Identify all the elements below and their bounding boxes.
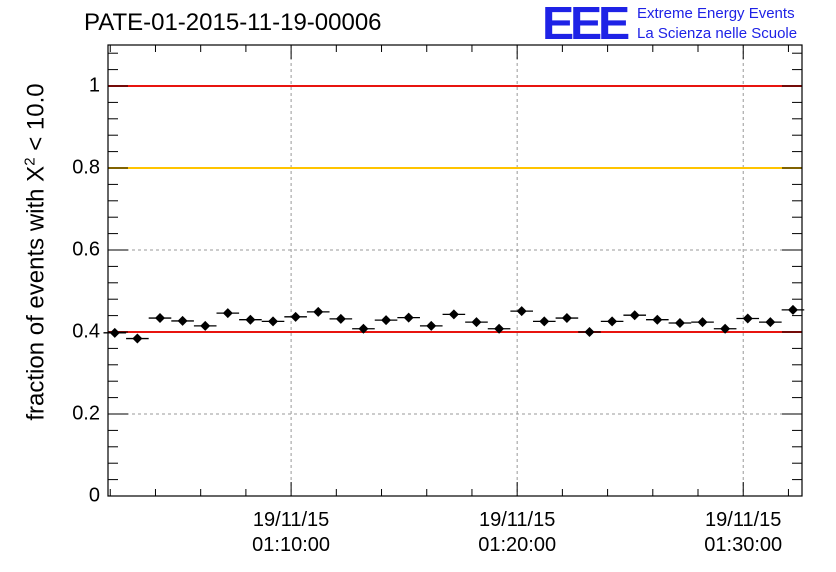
x-tick-label-time: 01:30:00	[704, 534, 783, 556]
point-marker	[448, 309, 459, 320]
data-point	[510, 306, 533, 317]
grid-lines	[108, 45, 802, 496]
x-tick-label: 19/11/15 01:10:00	[252, 508, 330, 558]
point-marker	[742, 313, 753, 324]
point-marker	[584, 327, 595, 337]
x-tick-label-date: 19/11/15	[478, 509, 556, 531]
point-marker	[697, 317, 708, 328]
data-point	[126, 333, 149, 344]
logo-line-2: La Scienza nelle Scuole	[637, 25, 798, 42]
data-point	[600, 316, 624, 327]
point-marker	[674, 317, 685, 328]
point-marker	[268, 316, 279, 327]
data-point	[103, 327, 127, 338]
point-marker	[358, 323, 369, 334]
point-marker	[132, 333, 143, 344]
point-marker	[607, 316, 618, 327]
data-point	[397, 312, 420, 323]
eee-logo-mark: EEE	[542, 0, 630, 49]
x-tick-label-time: 01:20:00	[478, 534, 557, 556]
data-point	[193, 320, 217, 331]
data-point	[306, 306, 330, 317]
y-tick-label: 0.4	[72, 320, 100, 343]
point-marker	[561, 313, 572, 324]
point-marker	[109, 327, 120, 338]
point-marker	[313, 306, 324, 317]
data-point	[736, 313, 760, 324]
data-point	[555, 313, 579, 324]
y-tick-label: 0.6	[72, 238, 100, 261]
point-marker	[426, 320, 437, 331]
axis-ticks	[108, 45, 802, 497]
data-point	[442, 309, 466, 320]
point-marker	[629, 310, 640, 321]
data-point	[646, 314, 669, 325]
data-point	[171, 315, 194, 326]
x-tick-label-date: 19/11/15	[705, 509, 782, 531]
data-point	[781, 304, 805, 315]
y-axis-label-prefix: fraction of events with	[22, 188, 50, 421]
data-point	[713, 323, 737, 334]
data-point	[623, 310, 647, 321]
data-point	[668, 317, 692, 328]
x-tick-label: 19/11/15 01:20:00	[478, 508, 556, 558]
point-marker	[222, 308, 233, 319]
point-marker	[245, 314, 256, 325]
point-marker	[516, 306, 527, 317]
point-marker	[381, 315, 392, 326]
data-point	[239, 314, 262, 325]
point-marker	[290, 311, 301, 322]
data-point	[261, 316, 285, 327]
data-series	[103, 304, 805, 344]
data-point	[465, 317, 488, 328]
point-marker	[787, 304, 798, 315]
data-point	[691, 317, 714, 328]
y-tick-label: 0.8	[72, 156, 100, 179]
point-marker	[154, 313, 165, 324]
plot-frame	[107, 44, 803, 497]
x-tick-label: 19/11/15 01:30:00	[704, 508, 782, 558]
point-marker	[539, 316, 550, 327]
point-marker	[494, 323, 505, 334]
data-point	[374, 315, 398, 326]
data-point	[329, 313, 353, 324]
point-marker	[765, 317, 776, 328]
point-marker	[652, 314, 663, 325]
y-axis-label-exponent: 2	[21, 157, 39, 166]
data-point	[284, 311, 307, 322]
chart-title: PATE-01-2015-11-19-00006	[84, 9, 382, 36]
data-point	[532, 316, 556, 327]
y-tick-label: 0	[88, 484, 100, 507]
data-point	[759, 317, 782, 328]
point-marker	[177, 315, 188, 326]
data-point	[419, 320, 443, 331]
point-marker	[720, 323, 731, 334]
data-point	[148, 313, 172, 324]
logo-line-1: Extreme Energy Events	[637, 5, 795, 22]
point-marker	[200, 320, 211, 331]
data-point	[487, 323, 511, 334]
data-point	[352, 323, 375, 334]
x-tick-label-date: 19/11/15	[252, 509, 330, 531]
data-point	[578, 327, 601, 337]
reference-lines	[108, 85, 802, 333]
x-tick-label-time: 01:10:00	[252, 534, 331, 556]
y-tick-label: 1	[88, 74, 100, 97]
y-tick-label: 0.2	[72, 402, 100, 425]
data-point	[216, 308, 240, 319]
point-marker	[335, 313, 346, 324]
point-marker	[403, 312, 414, 323]
point-marker	[471, 317, 482, 328]
